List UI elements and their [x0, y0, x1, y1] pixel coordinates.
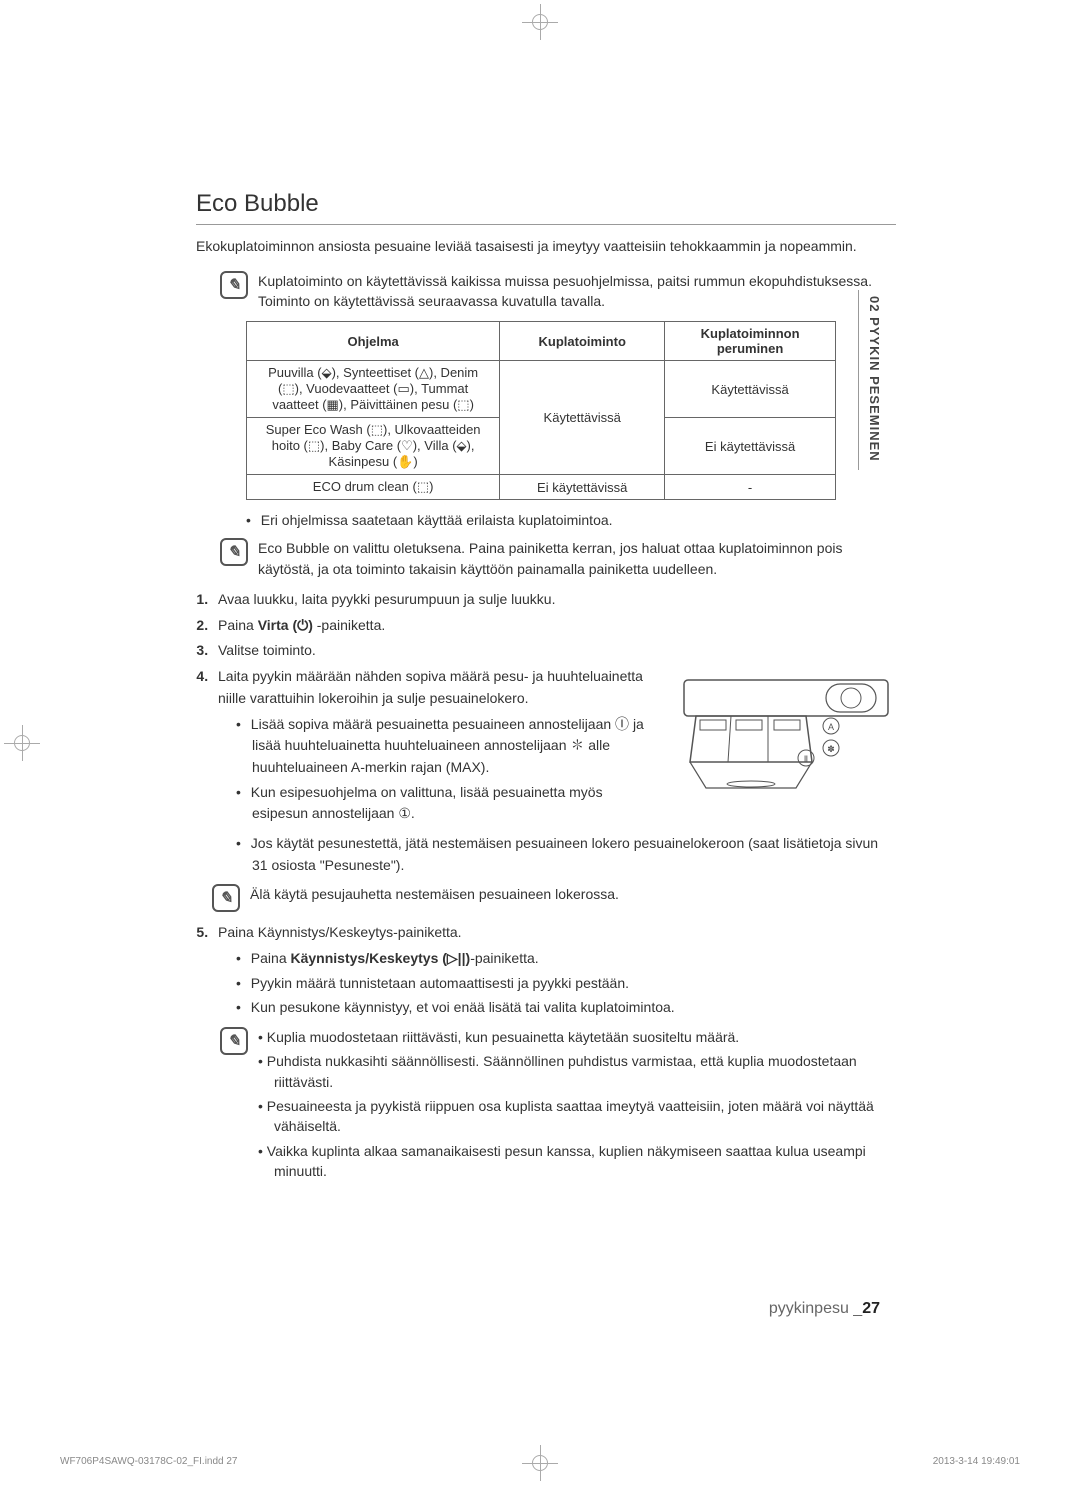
list-item: Paina Käynnistys/Keskeytys (▷||)-painike…	[236, 948, 896, 970]
note-3-text: Älä käytä pesujauhetta nestemäisen pesua…	[250, 884, 896, 904]
steps-list: Avaa luukku, laita pyykki pesurumpuun ja…	[212, 589, 896, 876]
note-4-text: • Kuplia muodostetaan riittävästi, kun p…	[258, 1027, 896, 1185]
note-icon: ✎	[220, 1027, 248, 1055]
list-item: • Vaikka kuplinta alkaa samanaikaisesti …	[258, 1141, 896, 1182]
table-row: Ei käytettävissä	[500, 475, 665, 500]
list-item: Pyykin määrä tunnistetaan automaattisest…	[236, 973, 896, 995]
table-row: Käytettävissä	[665, 361, 836, 418]
step-1: Avaa luukku, laita pyykki pesurumpuun ja…	[212, 589, 896, 611]
crop-mark-bottom	[522, 1445, 558, 1481]
note-4: ✎ • Kuplia muodostetaan riittävästi, kun…	[220, 1027, 896, 1185]
table-row: Ei käytettävissä	[665, 418, 836, 475]
svg-text:✽: ✽	[827, 744, 835, 754]
page-content: Eco Bubble Ekokuplatoiminnon ansiosta pe…	[196, 190, 896, 1195]
crop-mark-left	[4, 725, 40, 761]
list-item: Lisää sopiva määrä pesuainetta pesuainee…	[236, 714, 656, 779]
table-row: Puuvilla (⬙), Synteettiset (△), Denim (⬚…	[247, 361, 500, 418]
note-icon: ✎	[220, 271, 248, 299]
intro-text: Ekokuplatoiminnon ansiosta pesuaine levi…	[196, 237, 896, 257]
table-row: -	[665, 475, 836, 500]
detergent-drawer-figure: A ✽ Ⅱ	[676, 662, 896, 802]
heading-eco-bubble: Eco Bubble	[196, 190, 896, 225]
note-3: ✎ Älä käytä pesujauhetta nestemäisen pes…	[212, 884, 896, 912]
table-row: ECO drum clean (⬚)	[247, 475, 500, 500]
bubble-table: Ohjelma Kuplatoiminto Kuplatoiminnon per…	[246, 321, 836, 500]
note-icon: ✎	[220, 538, 248, 566]
crop-mark-top	[522, 4, 558, 40]
note-1-text: Kuplatoiminto on käytettävissä kaikissa …	[258, 271, 896, 312]
svg-text:Ⅱ: Ⅱ	[804, 754, 808, 764]
table-row: Super Eco Wash (⬚), Ulkovaatteiden hoito…	[247, 418, 500, 475]
list-item: • Pesuaineesta ja pyykistä riippuen osa …	[258, 1096, 896, 1137]
page-footer: pyykinpesu _27	[769, 1300, 880, 1318]
list-item: Jos käytät pesunestettä, jätä nestemäise…	[236, 833, 896, 876]
svg-text:A: A	[828, 722, 834, 732]
th-ohjelma: Ohjelma	[247, 322, 500, 361]
steps-list-cont: Paina Käynnistys/Keskeytys-painiketta. P…	[212, 922, 896, 1019]
th-kuplatoiminto: Kuplatoiminto	[500, 322, 665, 361]
note-icon: ✎	[212, 884, 240, 912]
list-item: • Kuplia muodostetaan riittävästi, kun p…	[258, 1027, 896, 1047]
list-item: Kun pesukone käynnistyy, et voi enää lis…	[236, 997, 896, 1019]
table-row: Käytettävissä	[500, 361, 665, 475]
step-4: Laita pyykin määrään nähden sopiva määrä…	[212, 666, 896, 876]
step-5: Paina Käynnistys/Keskeytys-painiketta. P…	[212, 922, 896, 1019]
step-2: Paina Virta (⏻) -painiketta.	[212, 615, 896, 637]
list-item: Eri ohjelmissa saatetaan käyttää erilais…	[246, 510, 896, 530]
th-peruminen: Kuplatoiminnon peruminen	[665, 322, 836, 361]
note-1: ✎ Kuplatoiminto on käytettävissä kaikiss…	[220, 271, 896, 312]
note-2-text: Eco Bubble on valittu oletuksena. Paina …	[258, 538, 896, 579]
indd-timestamp: 2013-3-14 19:49:01	[933, 1456, 1020, 1467]
step-3: Valitse toiminto.	[212, 640, 896, 662]
note-2: ✎ Eco Bubble on valittu oletuksena. Pain…	[220, 538, 896, 579]
list-item: Kun esipesuohjelma on valittuna, lisää p…	[236, 782, 656, 825]
indd-filename: WF706P4SAWQ-03178C-02_FI.indd 27	[60, 1456, 238, 1467]
list-item: • Puhdista nukkasihti säännöllisesti. Sä…	[258, 1051, 896, 1092]
